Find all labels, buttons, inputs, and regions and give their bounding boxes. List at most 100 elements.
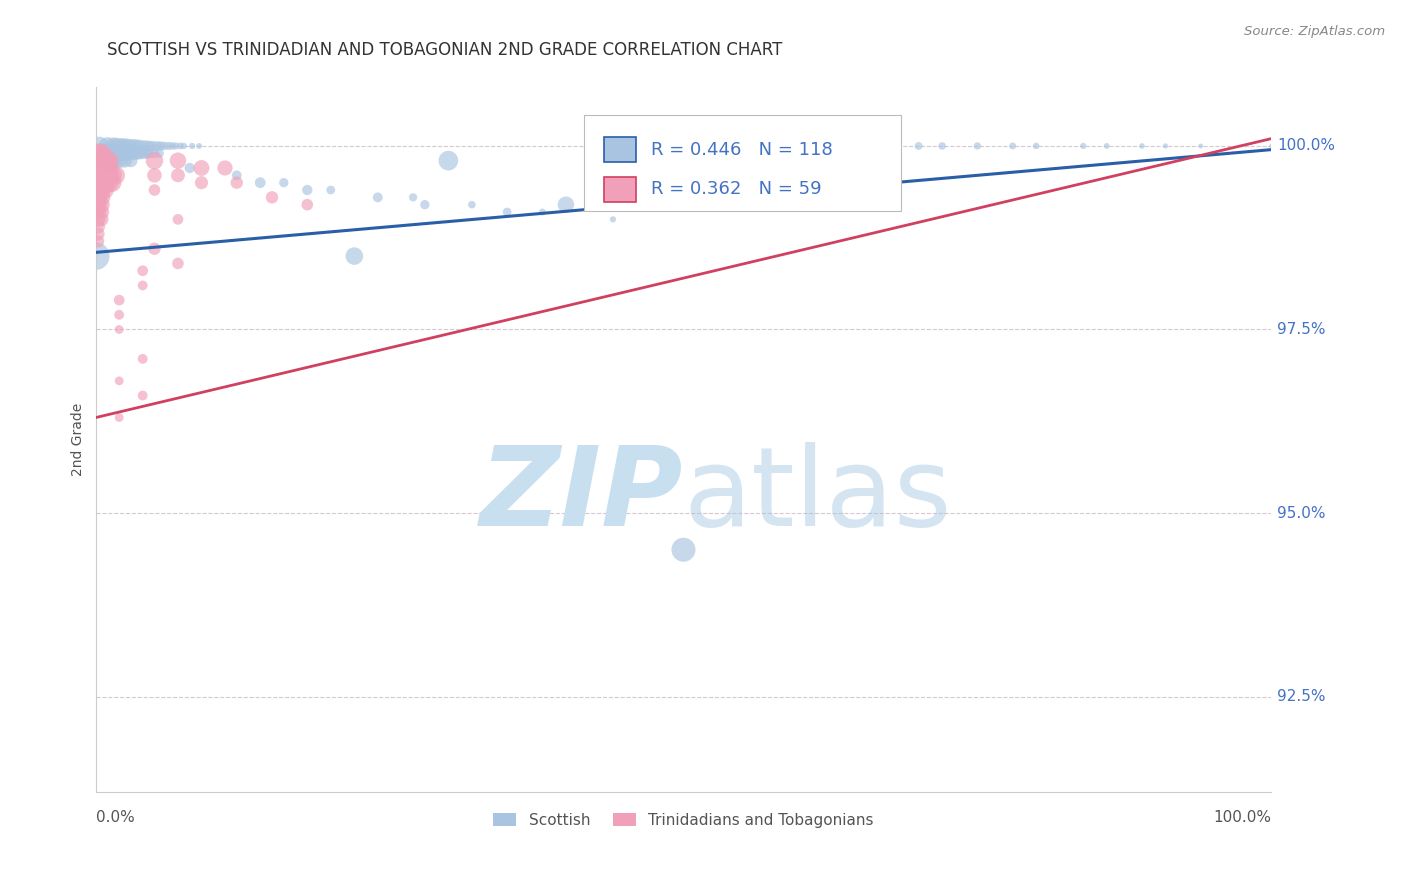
Point (602, 212, 624, 227)
Point (104, 169, 127, 183)
Text: 97.5%: 97.5% (1277, 322, 1326, 337)
Point (90, 212, 112, 227)
Point (103, 146, 125, 161)
Point (138, 146, 160, 161)
Point (89, 161, 111, 175)
Point (108, 293, 131, 307)
Point (114, 139, 136, 153)
Point (98, 153, 121, 168)
Point (108, 308, 131, 322)
Point (260, 190, 283, 204)
Point (108, 146, 131, 161)
Point (125, 139, 148, 153)
Point (160, 139, 183, 153)
Point (90, 176, 112, 190)
Point (105, 139, 128, 153)
Point (89, 139, 111, 153)
Point (87, 227, 110, 241)
Point (87, 176, 110, 190)
Y-axis label: 2nd Grade: 2nd Grade (72, 403, 86, 476)
Point (167, 169, 190, 183)
Point (97, 169, 120, 183)
Point (157, 139, 180, 153)
Point (696, 146, 718, 161)
Point (141, 139, 163, 153)
Point (90, 153, 112, 168)
Point (173, 139, 195, 153)
Point (273, 176, 295, 190)
Point (101, 176, 124, 190)
FancyBboxPatch shape (583, 115, 901, 211)
Point (87, 183, 110, 197)
Point (104, 153, 127, 168)
Text: R = 0.362   N = 59: R = 0.362 N = 59 (651, 180, 821, 198)
Point (169, 139, 191, 153)
Point (90, 183, 112, 197)
Text: 92.5%: 92.5% (1277, 689, 1326, 704)
Point (91, 161, 114, 175)
Point (124, 146, 146, 161)
Point (143, 169, 166, 183)
Point (249, 176, 271, 190)
Point (103, 139, 125, 153)
Point (1189, 139, 1212, 153)
Text: R = 0.446   N = 118: R = 0.446 N = 118 (651, 141, 832, 159)
Text: ZIP: ZIP (479, 442, 683, 549)
Point (97, 176, 120, 190)
Point (413, 197, 436, 211)
Point (98, 146, 121, 161)
Point (128, 146, 150, 161)
Point (297, 197, 319, 211)
Point (225, 176, 247, 190)
Point (190, 161, 212, 175)
Point (96, 153, 118, 168)
Point (131, 351, 153, 366)
Bar (603, 178, 637, 202)
Point (131, 278, 153, 293)
Text: 95.0%: 95.0% (1277, 506, 1326, 521)
Point (1130, 139, 1153, 153)
Point (90, 169, 112, 183)
Point (437, 153, 460, 168)
Point (94, 169, 117, 183)
Point (402, 190, 425, 204)
Point (96, 139, 118, 153)
Point (131, 146, 153, 161)
Point (1154, 139, 1177, 153)
Point (87, 146, 110, 161)
Point (121, 146, 143, 161)
Point (90, 161, 112, 175)
Point (94, 153, 117, 168)
Point (117, 146, 139, 161)
Point (90, 205, 112, 219)
Point (181, 139, 204, 153)
Point (96, 161, 118, 175)
Point (96, 161, 118, 175)
Text: 0.0%: 0.0% (96, 810, 135, 825)
Point (367, 190, 389, 204)
Point (731, 139, 754, 153)
Point (143, 242, 166, 256)
Point (94, 183, 117, 197)
Point (84, 249, 107, 263)
Point (966, 139, 988, 153)
Point (225, 169, 247, 183)
Point (108, 410, 131, 425)
Point (849, 139, 872, 153)
Point (555, 197, 578, 211)
Point (108, 322, 131, 336)
Point (94, 146, 117, 161)
Point (1001, 139, 1024, 153)
Point (496, 205, 519, 219)
Point (122, 139, 145, 153)
Point (129, 139, 152, 153)
Point (143, 153, 166, 168)
Point (90, 146, 112, 161)
Point (89, 146, 111, 161)
Point (531, 205, 554, 219)
Text: Source: ZipAtlas.com: Source: ZipAtlas.com (1244, 25, 1385, 38)
Point (672, 146, 695, 161)
Point (343, 249, 366, 263)
Point (813, 139, 835, 153)
Point (87, 190, 110, 204)
